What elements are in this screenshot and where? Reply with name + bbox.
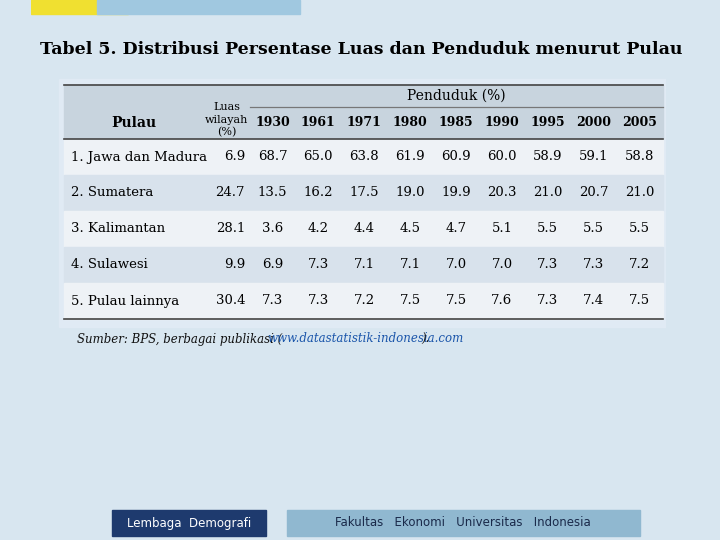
Bar (64, 283, 662, 319)
Text: 7.0: 7.0 (446, 259, 467, 272)
Text: 4.7: 4.7 (446, 222, 467, 235)
Text: 4.5: 4.5 (400, 222, 420, 235)
Text: Fakultas   Ekonomi   Universitas   Indonesia: Fakultas Ekonomi Universitas Indonesia (336, 516, 591, 530)
Text: 1. Jawa dan Madura: 1. Jawa dan Madura (71, 151, 207, 164)
Text: 63.8: 63.8 (349, 151, 379, 164)
Text: 7.0: 7.0 (491, 259, 513, 272)
Text: 30.4: 30.4 (215, 294, 245, 307)
Bar (287, 510, 639, 536)
Text: 1990: 1990 (485, 117, 519, 130)
Text: 65.0: 65.0 (304, 151, 333, 164)
Text: 20.3: 20.3 (487, 186, 517, 199)
Bar (96, 0, 300, 14)
Bar (31, 0, 127, 14)
Text: 7.2: 7.2 (354, 294, 375, 307)
Text: 1980: 1980 (393, 117, 428, 130)
Text: 1930: 1930 (255, 117, 290, 130)
Text: Pulau: Pulau (112, 116, 156, 130)
Text: 3.6: 3.6 (262, 222, 283, 235)
Text: 7.3: 7.3 (307, 294, 329, 307)
Text: 2005: 2005 (622, 117, 657, 130)
Bar (59, 79, 668, 327)
Text: 7.5: 7.5 (400, 294, 420, 307)
Bar (31, 0, 666, 18)
Text: 7.3: 7.3 (262, 294, 283, 307)
Bar (112, 510, 266, 536)
Text: 7.5: 7.5 (446, 294, 467, 307)
Text: 24.7: 24.7 (215, 186, 245, 199)
Text: Sumber: BPS, berbagai publikasi (: Sumber: BPS, berbagai publikasi ( (78, 333, 283, 346)
Text: 61.9: 61.9 (395, 151, 425, 164)
Text: 19.0: 19.0 (395, 186, 425, 199)
Text: 6.9: 6.9 (224, 151, 245, 164)
Text: 7.5: 7.5 (629, 294, 650, 307)
Bar (64, 175, 662, 211)
Text: 2. Sumatera: 2. Sumatera (71, 186, 153, 199)
Text: 21.0: 21.0 (534, 186, 562, 199)
Text: Luas
wilayah
(%): Luas wilayah (%) (205, 103, 248, 138)
Text: www.datastatistik-indonesia.com: www.datastatistik-indonesia.com (267, 333, 464, 346)
Text: 7.3: 7.3 (537, 294, 559, 307)
Text: 7.3: 7.3 (307, 259, 329, 272)
Text: 20.7: 20.7 (579, 186, 608, 199)
Text: 1971: 1971 (347, 117, 382, 130)
Text: 3. Kalimantan: 3. Kalimantan (71, 222, 166, 235)
Text: 7.3: 7.3 (537, 259, 559, 272)
Text: 68.7: 68.7 (258, 151, 287, 164)
Text: 60.9: 60.9 (441, 151, 471, 164)
Text: 19.9: 19.9 (441, 186, 471, 199)
Text: 5.5: 5.5 (629, 222, 650, 235)
Text: 13.5: 13.5 (258, 186, 287, 199)
Text: 28.1: 28.1 (216, 222, 245, 235)
Text: 6.9: 6.9 (262, 259, 283, 272)
Text: 60.0: 60.0 (487, 151, 517, 164)
Text: 7.1: 7.1 (354, 259, 375, 272)
Text: 16.2: 16.2 (304, 186, 333, 199)
Text: Tabel 5. Distribusi Persentase Luas dan Penduduk menurut Pulau: Tabel 5. Distribusi Persentase Luas dan … (40, 42, 683, 58)
Text: 1985: 1985 (438, 117, 473, 130)
Bar (64, 247, 662, 283)
Text: 17.5: 17.5 (349, 186, 379, 199)
Bar (64, 85, 662, 139)
Text: 7.1: 7.1 (400, 259, 420, 272)
Text: 21.0: 21.0 (625, 186, 654, 199)
Text: 5.1: 5.1 (492, 222, 513, 235)
Text: 5. Pulau lainnya: 5. Pulau lainnya (71, 294, 179, 307)
Text: 1961: 1961 (301, 117, 336, 130)
Bar (64, 139, 662, 175)
Text: 7.2: 7.2 (629, 259, 650, 272)
Text: 4.2: 4.2 (308, 222, 329, 235)
Text: ).: ). (422, 333, 430, 346)
Text: 1995: 1995 (531, 117, 565, 130)
Text: Lembaga  Demografi: Lembaga Demografi (127, 516, 251, 530)
Text: 9.9: 9.9 (224, 259, 245, 272)
Text: 7.4: 7.4 (583, 294, 604, 307)
Text: 7.3: 7.3 (583, 259, 604, 272)
Text: 5.5: 5.5 (583, 222, 604, 235)
Text: 59.1: 59.1 (579, 151, 608, 164)
Text: 4. Sulawesi: 4. Sulawesi (71, 259, 148, 272)
Text: 5.5: 5.5 (537, 222, 558, 235)
Text: 2000: 2000 (576, 117, 611, 130)
Text: 58.9: 58.9 (533, 151, 562, 164)
Text: 58.8: 58.8 (625, 151, 654, 164)
Bar (64, 211, 662, 247)
Text: 4.4: 4.4 (354, 222, 375, 235)
Text: 7.6: 7.6 (491, 294, 513, 307)
Text: Penduduk (%): Penduduk (%) (407, 89, 505, 103)
